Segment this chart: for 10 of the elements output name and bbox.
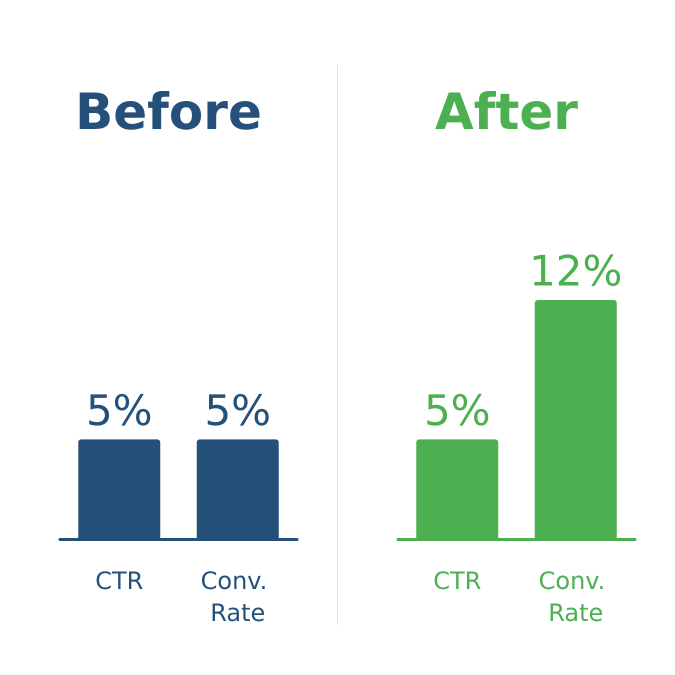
chart-title: After <box>435 83 578 141</box>
chart-title: Before <box>75 83 262 141</box>
x-tick-label: Conv. Rate <box>200 567 275 627</box>
x-tick-label: CTR <box>433 567 482 595</box>
x-tick-label: Conv. Rate <box>538 567 613 627</box>
data-label: 12% <box>529 246 622 296</box>
x-tick-label: CTR <box>95 567 144 595</box>
data-label: 5% <box>424 386 491 435</box>
data-label: 5% <box>86 386 153 435</box>
data-label: 5% <box>204 386 272 435</box>
